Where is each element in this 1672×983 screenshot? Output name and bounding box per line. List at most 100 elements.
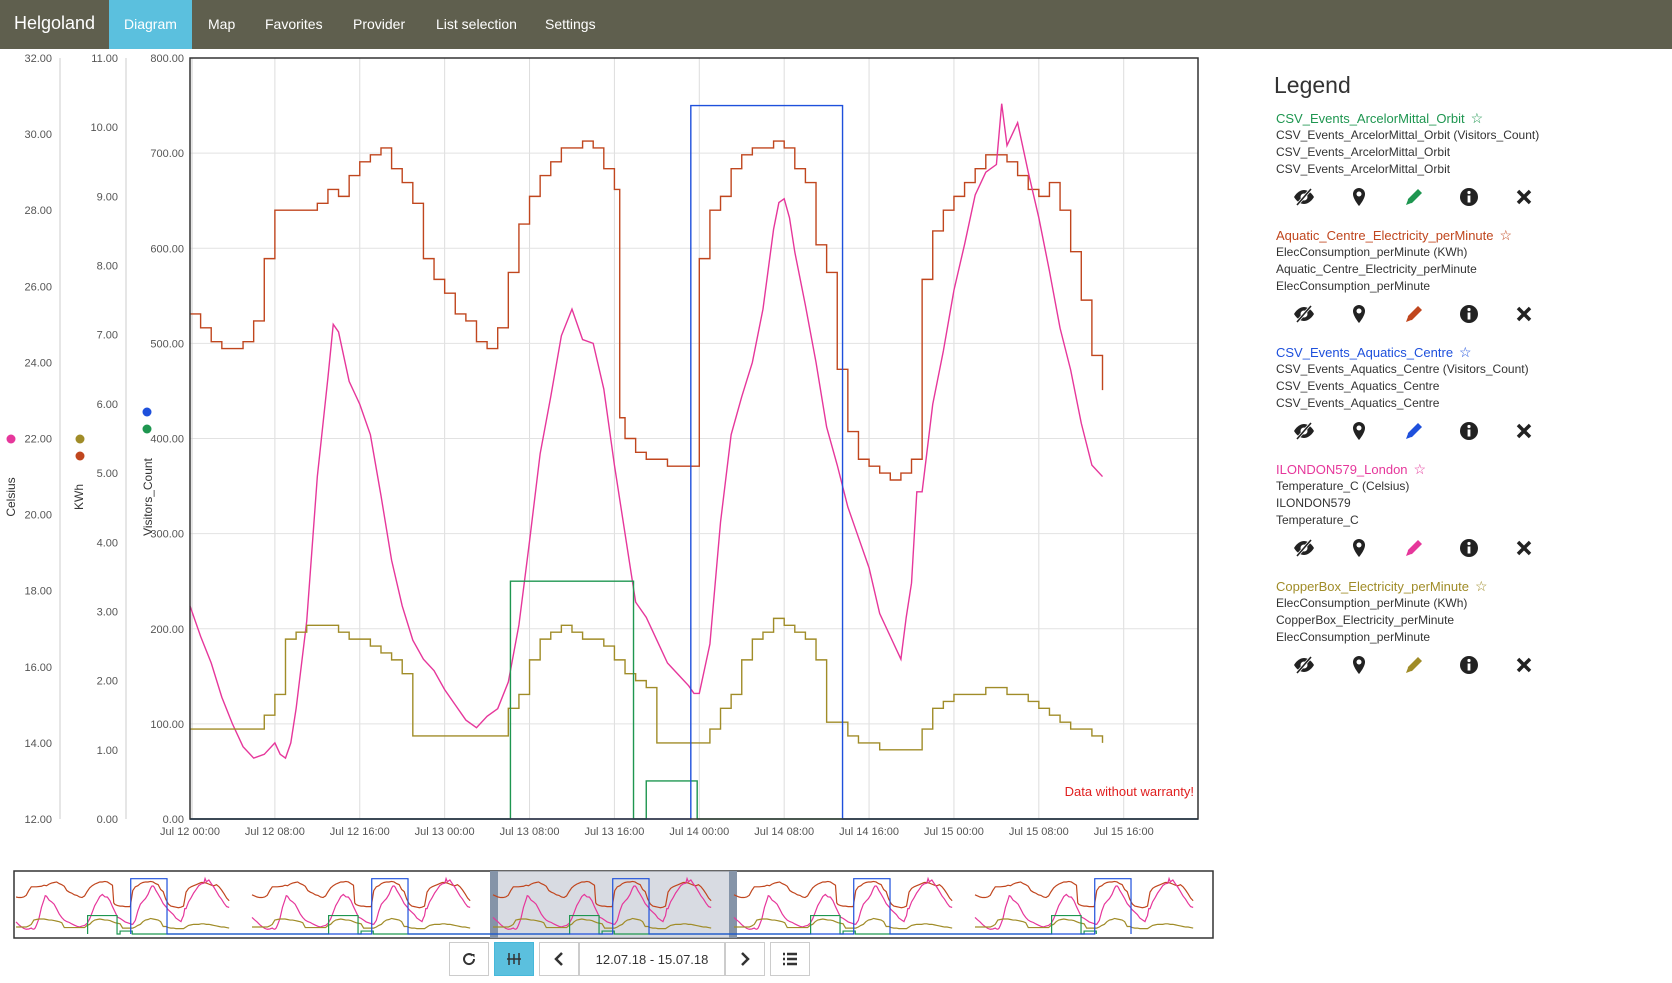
series-color-dot[interactable] <box>6 434 16 444</box>
x-tick-label: Jul 14 16:00 <box>839 826 899 838</box>
y-tick-label: 16.00 <box>24 662 52 674</box>
y-tick-label: 22.00 <box>24 434 52 446</box>
map-marker-icon[interactable] <box>1331 652 1386 678</box>
brand-logo[interactable]: Helgoland <box>14 13 96 33</box>
close-icon[interactable] <box>1496 418 1551 444</box>
map-marker-icon[interactable] <box>1331 301 1386 327</box>
eye-slash-icon[interactable] <box>1276 535 1331 561</box>
top-navbar: Helgoland Diagram Map Favorites Provider… <box>0 0 1672 49</box>
map-marker-icon[interactable] <box>1331 418 1386 444</box>
nav-settings[interactable]: Settings <box>545 16 596 32</box>
legend-detail-line: ILONDON579 <box>1276 496 1351 510</box>
x-tick-label: Jul 12 16:00 <box>330 826 390 838</box>
series-color-dot[interactable] <box>75 451 85 461</box>
x-tick-label: Jul 13 16:00 <box>584 826 644 838</box>
legend-entry-title[interactable]: Aquatic_Centre_Electricity_perMinute ☆ <box>1276 226 1588 244</box>
legend-title: Legend <box>1274 72 1351 98</box>
legend-entry-title[interactable]: ILONDON579_London ☆ <box>1276 460 1588 478</box>
info-icon[interactable] <box>1441 301 1496 327</box>
legend-series-name[interactable]: CSV_Events_Aquatics_Centre <box>1276 344 1454 360</box>
next-icon <box>741 952 750 966</box>
nav-provider[interactable]: Provider <box>353 16 406 32</box>
info-icon[interactable] <box>1441 418 1496 444</box>
legend-actions <box>1276 416 1588 446</box>
legend-series-name[interactable]: Aquatic_Centre_Electricity_perMinute <box>1276 227 1494 243</box>
list-button[interactable] <box>770 942 810 976</box>
series-line[interactable] <box>189 103 1104 760</box>
series-line[interactable] <box>190 617 1104 751</box>
map-marker-icon[interactable] <box>1331 535 1386 561</box>
navigator-series-line <box>15 876 230 930</box>
favorite-star-icon[interactable]: ☆ <box>1474 577 1488 594</box>
close-icon[interactable] <box>1496 301 1551 327</box>
navigator-series-line <box>492 880 712 909</box>
y-tick-label: 6.00 <box>97 399 118 411</box>
favorite-star-icon[interactable]: ☆ <box>1499 226 1513 243</box>
series-color-dot[interactable] <box>75 434 85 444</box>
y-tick-label: 30.00 <box>24 129 52 141</box>
navigator-series-line <box>975 917 1194 930</box>
y-tick-label: 500.00 <box>150 338 184 350</box>
time-range-label[interactable]: 12.07.18 - 15.07.18 <box>579 942 725 976</box>
close-icon[interactable] <box>1496 652 1551 678</box>
warranty-warning: Data without warranty! <box>1065 784 1194 799</box>
toggle-axes-button[interactable] <box>494 942 534 976</box>
favorite-star-icon[interactable]: ☆ <box>1413 460 1427 477</box>
favorite-star-icon[interactable]: ☆ <box>1459 343 1472 360</box>
info-icon[interactable] <box>1441 652 1496 678</box>
nav-favorites[interactable]: Favorites <box>265 16 323 32</box>
nav-map[interactable]: Map <box>208 16 236 32</box>
map-marker-icon[interactable] <box>1331 184 1386 210</box>
legend-entry-title[interactable]: CopperBox_Electricity_perMinute ☆ <box>1276 577 1588 595</box>
navigator-selection[interactable] <box>493 871 734 938</box>
navigator-series-line <box>130 878 252 935</box>
series-line[interactable] <box>190 140 1104 481</box>
nav-list-selection[interactable]: List selection <box>436 16 517 32</box>
pencil-icon[interactable] <box>1386 418 1441 444</box>
legend-series-name[interactable]: CSV_Events_ArcelorMittal_Orbit <box>1276 110 1465 126</box>
x-tick-label: Jul 13 00:00 <box>415 826 475 838</box>
next-range-button[interactable] <box>725 942 765 976</box>
previous-range-button[interactable] <box>539 942 579 976</box>
nav-diagram[interactable]: Diagram <box>109 0 192 49</box>
series-line[interactable] <box>190 580 1198 820</box>
range-group: 12.07.18 - 15.07.18 <box>539 942 765 976</box>
y-tick-label: 1.00 <box>97 745 118 757</box>
pencil-icon[interactable] <box>1386 301 1441 327</box>
refresh-button[interactable] <box>449 942 489 976</box>
legend-detail-line: ElecConsumption_perMinute <box>1276 630 1431 644</box>
legend-detail-line: CSV_Events_ArcelorMittal_Orbit <box>1276 145 1451 159</box>
legend-detail-line: ElecConsumption_perMinute (KWh) <box>1276 245 1468 259</box>
navigator-left-handle[interactable] <box>490 871 498 938</box>
x-tick-label: Jul 15 16:00 <box>1094 826 1154 838</box>
legend-series-name[interactable]: CopperBox_Electricity_perMinute <box>1276 578 1469 594</box>
legend-entry: CopperBox_Electricity_perMinute ☆ ElecCons… <box>1276 577 1588 680</box>
pencil-icon[interactable] <box>1386 535 1441 561</box>
series-line[interactable] <box>190 104 1198 820</box>
navigator-series-line <box>252 878 493 935</box>
chart-area[interactable]: Jul 12 00:00 Jul 12 08:00 Jul 12 16:00 Jul … <box>0 49 1240 939</box>
eye-slash-icon[interactable] <box>1276 652 1331 678</box>
favorite-star-icon[interactable]: ☆ <box>1470 109 1484 126</box>
close-icon[interactable] <box>1496 535 1551 561</box>
pencil-icon[interactable] <box>1386 652 1441 678</box>
navigator-series-line <box>734 878 975 935</box>
y-tick-label: 300.00 <box>150 529 184 541</box>
info-icon[interactable] <box>1441 184 1496 210</box>
info-icon[interactable] <box>1441 535 1496 561</box>
legend-entry-title[interactable]: CSV_Events_ArcelorMittal_Orbit ☆ <box>1276 109 1588 127</box>
close-icon[interactable] <box>1496 184 1551 210</box>
series-color-dot[interactable] <box>142 424 152 434</box>
x-tick-label: Jul 12 00:00 <box>160 826 220 838</box>
navigator-series-line <box>734 917 953 930</box>
pencil-icon[interactable] <box>1386 184 1441 210</box>
series-color-dot[interactable] <box>142 407 152 417</box>
eye-slash-icon[interactable] <box>1276 418 1331 444</box>
navigator-right-handle[interactable] <box>729 871 737 938</box>
eye-slash-icon[interactable] <box>1276 301 1331 327</box>
y-tick-label: 700.00 <box>150 148 184 160</box>
navigator-series-line <box>252 917 471 930</box>
legend-entry-title[interactable]: CSV_Events_Aquatics_Centre ☆ <box>1276 343 1588 361</box>
legend-series-name[interactable]: ILONDON579_London <box>1276 461 1408 477</box>
eye-slash-icon[interactable] <box>1276 184 1331 210</box>
